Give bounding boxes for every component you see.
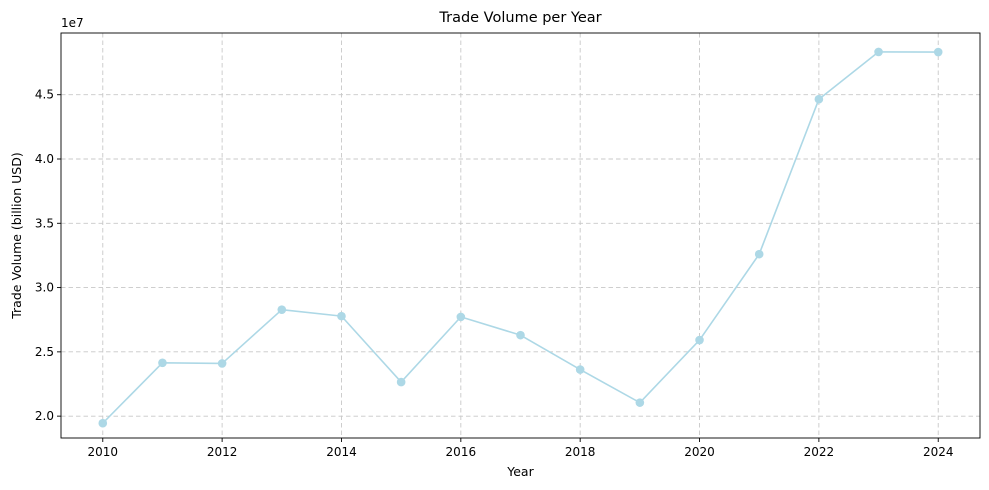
x-axis-label: Year (506, 464, 534, 479)
x-tick-label: 2016 (446, 445, 477, 459)
y-tick-label: 2.5 (35, 345, 54, 359)
data-point (277, 305, 287, 314)
series-line (102, 51, 939, 424)
data-point (217, 359, 227, 368)
data-point (575, 365, 585, 374)
data-point (814, 94, 824, 104)
x-tick-label: 2020 (684, 445, 715, 459)
data-point (695, 335, 704, 345)
data-point (754, 249, 764, 259)
data-point (933, 47, 943, 57)
tick-layer: 2010 2012 2014 2016 2018 2020 2022 2024 2.0 2.5 3.… (35, 88, 954, 459)
x-tick-label: 2018 (565, 445, 596, 459)
x-tick-label: 2010 (87, 445, 118, 459)
data-point (396, 377, 406, 387)
y-tick-label: 2.0 (35, 409, 54, 423)
y-axis-label: Trade Volume (billion USD) (9, 152, 24, 320)
data-point (516, 330, 525, 340)
data-point (158, 358, 167, 368)
chart-title: Trade Volume per Year (438, 10, 601, 26)
x-tick-label: 2012 (207, 445, 238, 459)
y-tick-label: 4.0 (35, 152, 54, 166)
data-point (635, 398, 645, 407)
y-tick-label: 4.5 (35, 88, 54, 102)
plot-area-frame (60, 32, 981, 439)
y-axis-offset-label: 1e7 (61, 16, 84, 30)
y-tick-label: 3.0 (35, 281, 54, 295)
data-point (456, 312, 466, 322)
x-tick-label: 2022 (804, 445, 835, 459)
data-point (98, 418, 108, 428)
series-layer (98, 47, 943, 428)
x-tick-label: 2024 (923, 445, 954, 459)
data-point (874, 47, 883, 57)
data-point (337, 311, 346, 321)
x-tick-label: 2014 (326, 445, 357, 459)
y-tick-label: 3.5 (35, 216, 54, 230)
grid-layer (61, 33, 980, 438)
